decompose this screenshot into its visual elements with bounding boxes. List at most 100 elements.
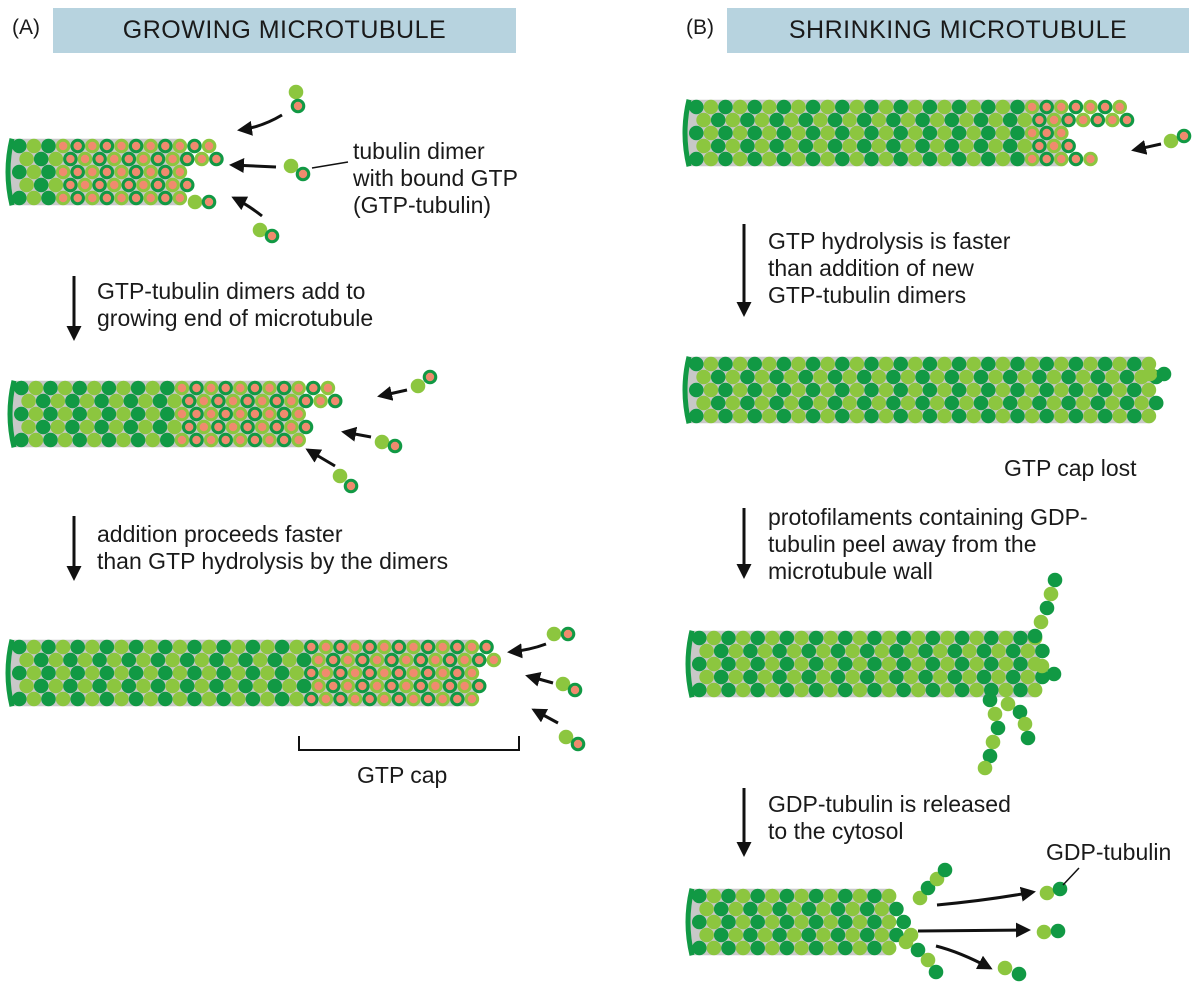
tubulin-subunit xyxy=(947,669,963,685)
tubulin-subunit xyxy=(718,382,733,398)
panel-a-step-1: GTP-tubulin dimers add to growing end of… xyxy=(97,278,374,331)
tubulin-subunit xyxy=(1141,382,1157,398)
gtp-dot xyxy=(445,681,455,691)
tubulin-subunit xyxy=(194,652,210,668)
tubulin-subunit xyxy=(1032,369,1047,385)
tubulin-subunit xyxy=(92,652,107,668)
microtubule xyxy=(682,356,1164,424)
panel-a-title: GROWING MICROTUBULE xyxy=(53,8,516,53)
tubulin-subunit xyxy=(889,669,904,685)
tubulin-subunit xyxy=(995,99,1011,115)
tubulin-subunit xyxy=(136,678,151,694)
tubulin-subunit xyxy=(167,393,182,409)
gtp-dot xyxy=(117,141,126,151)
microtubule xyxy=(5,639,502,707)
tubulin-subunit xyxy=(954,656,970,672)
tubulin-subunit xyxy=(886,395,901,411)
gtp-dot xyxy=(409,668,418,678)
tubulin-subunit xyxy=(1027,682,1043,698)
tubulin-subunit xyxy=(864,125,879,141)
gtp-dot xyxy=(73,193,82,203)
gtp-dot xyxy=(1108,115,1117,125)
tubulin-subunit xyxy=(19,652,34,668)
gtp-dot xyxy=(453,642,462,652)
gtp-dot xyxy=(1071,154,1081,164)
tubulin-subunit xyxy=(820,99,835,115)
tubulin-subunit xyxy=(48,151,64,167)
tubulin-subunit xyxy=(864,99,879,115)
tubulin-subunit xyxy=(951,151,967,167)
tubulin-subunit xyxy=(743,927,758,943)
gtp-dot xyxy=(58,167,68,177)
gdp-tubulin-label: GDP-tubulin xyxy=(1046,839,1172,865)
gtp-dot xyxy=(1035,115,1044,125)
tubulin-subunit xyxy=(187,691,202,707)
tubulin-subunit xyxy=(288,84,304,100)
tubulin-subunit xyxy=(947,643,963,659)
gtp-dot xyxy=(110,180,119,190)
gtp-dot xyxy=(416,655,425,665)
gtp-dot xyxy=(423,668,433,678)
gtp-dot xyxy=(394,668,404,678)
tubulin-subunit xyxy=(48,678,64,694)
gtp-dot xyxy=(467,694,477,704)
tubulin-subunit xyxy=(740,112,755,128)
tubulin-subunit xyxy=(1090,395,1106,411)
gtp-dot xyxy=(1079,115,1088,125)
tubulin-subunit xyxy=(145,406,160,422)
tubulin-subunit xyxy=(849,408,865,424)
tubulin-subunit xyxy=(735,914,751,930)
gtp-dot xyxy=(102,167,112,177)
tubulin-subunit xyxy=(845,927,860,943)
tubulin-subunit xyxy=(1047,572,1063,588)
tubulin-subunit xyxy=(296,652,312,668)
tubulin-subunit xyxy=(765,914,780,930)
gtp-dot xyxy=(221,409,230,419)
gtp-dot xyxy=(380,668,389,678)
tubulin-subunit xyxy=(925,682,941,698)
tubulin-subunit xyxy=(940,630,955,646)
tubulin-subunit xyxy=(838,888,853,904)
tubulin-subunit xyxy=(1010,356,1025,372)
tubulin-subunit xyxy=(65,419,80,435)
tubulin-subunit xyxy=(410,378,426,394)
tubulin-subunit xyxy=(123,393,139,409)
tubulin-subunit xyxy=(165,652,180,668)
tubulin-subunit xyxy=(274,639,290,655)
microtubule-end-cap xyxy=(7,380,17,448)
gtp-dot xyxy=(323,383,333,393)
tubulin-subunit xyxy=(794,630,809,646)
free-tubulin-dimer xyxy=(288,84,306,114)
gtp-dot xyxy=(1042,128,1051,138)
gtp-dot xyxy=(1057,154,1066,164)
tubulin-subunit xyxy=(762,356,777,372)
tubulin-subunit xyxy=(929,138,945,154)
gtp-dot xyxy=(183,154,192,164)
tubulin-subunit xyxy=(1134,395,1149,411)
tubulin-subunit xyxy=(1061,369,1076,385)
gtp-dot xyxy=(1049,141,1059,151)
tubulin-subunit xyxy=(116,380,131,396)
tubulin-subunit xyxy=(1010,99,1025,115)
gtp-dot xyxy=(475,681,484,691)
arrow-release xyxy=(917,922,1031,938)
tubulin-subunit xyxy=(757,669,773,685)
tubulin-subunit xyxy=(43,406,58,422)
tubulin-subunit xyxy=(296,678,312,694)
gtp-dot xyxy=(139,154,148,164)
tubulin-subunit xyxy=(732,125,748,141)
tubulin-subunit xyxy=(791,356,806,372)
tubulin-subunit xyxy=(856,112,872,128)
tubulin-subunit xyxy=(805,99,821,115)
tubulin-subunit xyxy=(881,630,897,646)
gtp-dot xyxy=(287,396,296,406)
tubulin-subunit xyxy=(765,630,780,646)
tubulin-subunit xyxy=(87,432,102,448)
gtp-dot xyxy=(343,681,352,691)
tubulin-subunit xyxy=(973,112,989,128)
tubulin-subunit xyxy=(830,669,846,685)
gtp-dot xyxy=(265,435,274,445)
gtp-dot xyxy=(350,642,360,652)
tubulin-subunit xyxy=(776,99,792,115)
gtp-dot xyxy=(153,180,163,190)
